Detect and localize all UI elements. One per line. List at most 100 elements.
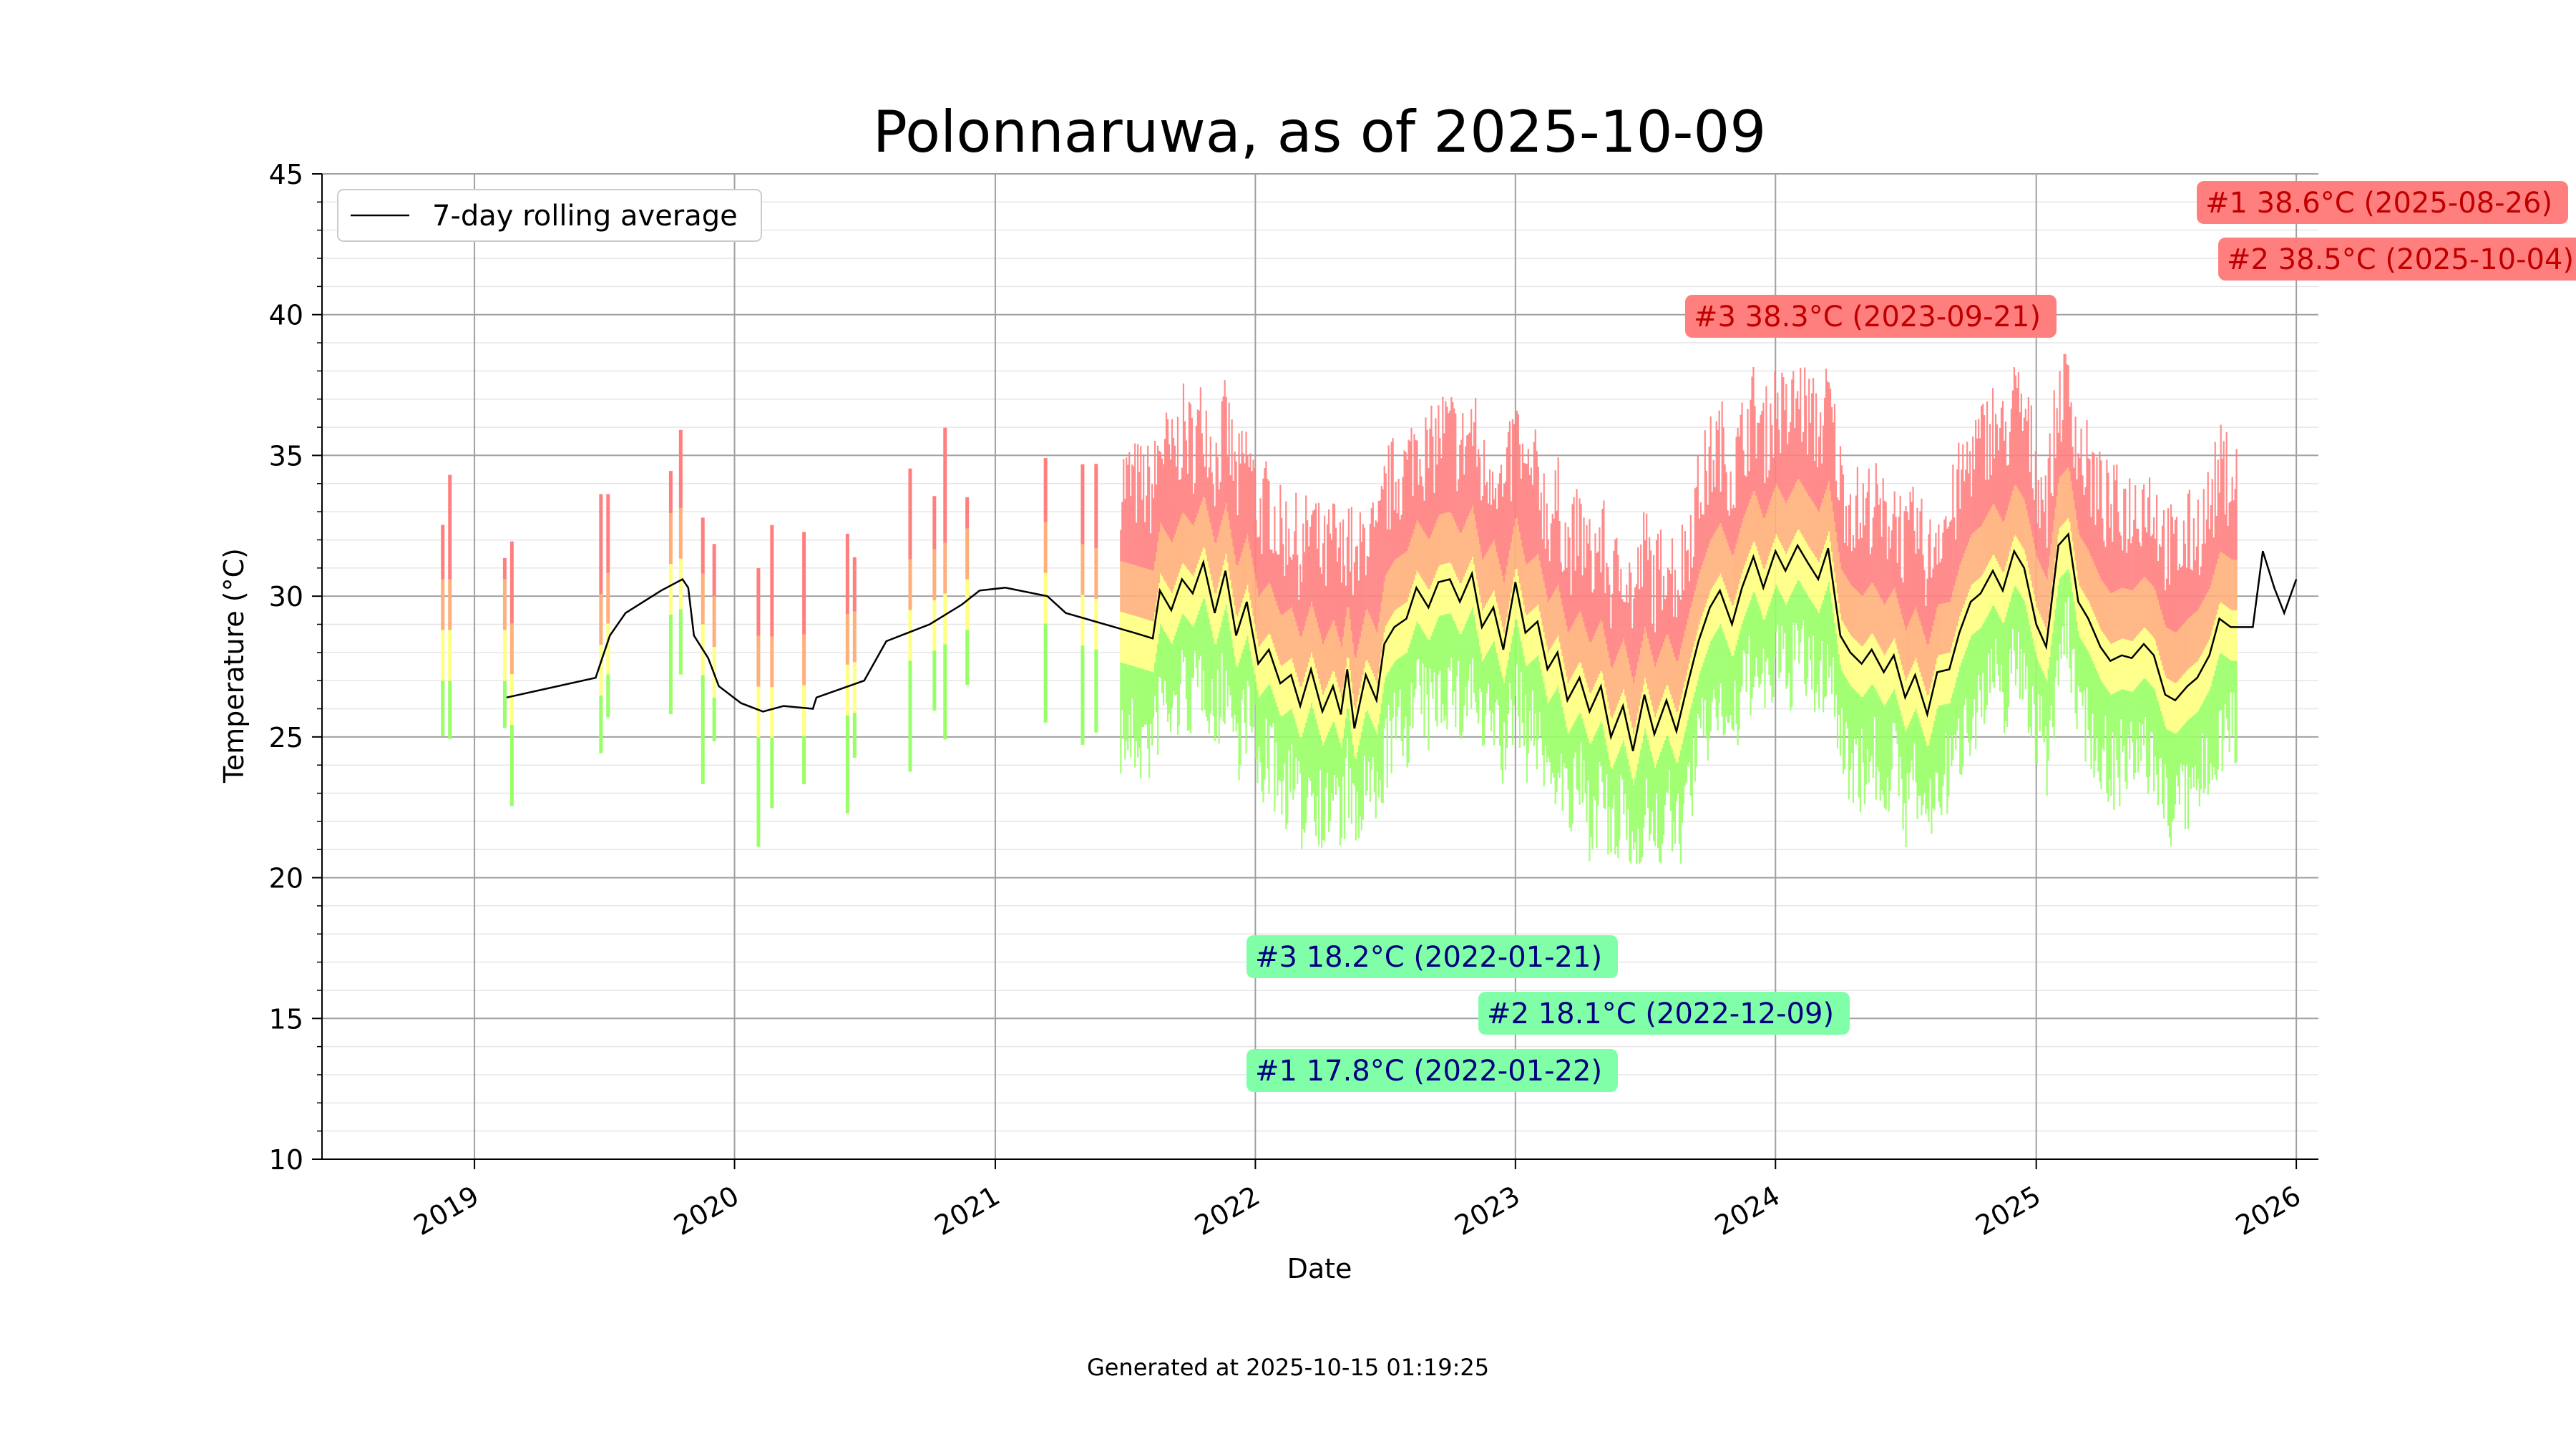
temperature-band <box>1377 673 1380 724</box>
temperature-band <box>1415 525 1417 575</box>
temperature-band <box>1945 653 1947 705</box>
temperature-band <box>1211 530 1213 581</box>
temperature-band <box>1493 540 1496 591</box>
temperature-band <box>1561 655 1563 707</box>
temperature-band <box>2054 558 2057 610</box>
temperature-band <box>1634 587 1636 677</box>
temperature-band <box>1962 557 1964 608</box>
temperature-band <box>1396 557 1398 609</box>
temperature-band <box>1661 646 1664 698</box>
temperature-band <box>1329 728 1332 821</box>
temperature-band <box>1828 582 1830 678</box>
temperature-band <box>2082 540 2084 591</box>
temperature-band <box>1571 675 1574 726</box>
temperature-band <box>1526 464 1528 565</box>
temperature-band <box>1599 527 1601 624</box>
temperature-band <box>1288 528 1290 610</box>
temperature-band <box>2097 509 2099 573</box>
temperature-band <box>1778 590 1780 678</box>
temperature-band <box>1931 733 1933 834</box>
temperature-band <box>1589 743 1591 862</box>
temperature-band <box>1399 519 1401 557</box>
temperature-band <box>908 660 912 772</box>
temperature-band <box>1699 502 1702 570</box>
temperature-band <box>1379 713 1381 781</box>
temperature-band <box>1449 411 1451 512</box>
temperature-band <box>1745 612 1747 693</box>
temperature-band <box>2168 585 2171 630</box>
temperature-band <box>1633 733 1635 785</box>
temperature-band <box>1675 763 1678 802</box>
temperature-band <box>1607 752 1609 855</box>
temperature-band <box>1584 567 1586 628</box>
temperature-band <box>1790 422 1792 494</box>
temperature-band <box>1514 569 1517 620</box>
temperature-band <box>1567 683 1569 734</box>
temperature-band <box>845 715 849 814</box>
temperature-band <box>509 725 514 806</box>
temperature-band <box>1875 463 1877 589</box>
temperature-band <box>1899 608 1901 660</box>
temperature-band <box>1211 630 1213 680</box>
temperature-band <box>1389 567 1391 619</box>
temperature-band <box>1386 530 1388 573</box>
temperature-band <box>2212 675 2215 768</box>
temperature-band <box>1631 628 1634 678</box>
temperature-band <box>1923 686 1926 737</box>
temperature-band <box>2084 595 2087 647</box>
temperature-band <box>1596 630 1598 680</box>
temperature-band <box>1798 479 1800 530</box>
temperature-band <box>1667 635 1669 686</box>
temperature-band <box>1252 459 1254 565</box>
temperature-band <box>2195 546 2197 612</box>
temperature-band <box>1423 582 1425 633</box>
temperature-band <box>1222 396 1224 515</box>
temperature-band <box>1172 589 1175 640</box>
temperature-band <box>1383 581 1385 633</box>
temperature-band <box>2006 561 2009 613</box>
temperature-band <box>2212 625 2215 676</box>
temperature-band <box>1657 760 1659 849</box>
temperature-band <box>1261 554 1263 592</box>
temperature-band <box>1426 638 1428 695</box>
temperature-band <box>1366 660 1368 711</box>
temperature-band <box>1609 759 1611 807</box>
max-record-1-text: #1 38.6°C (2025-08-26) <box>2205 187 2552 220</box>
temperature-band <box>1600 620 1602 671</box>
temperature-band <box>1740 578 1742 630</box>
temperature-band <box>1558 591 1561 643</box>
temperature-band <box>1925 605 1927 640</box>
temperature-band <box>2021 497 2024 548</box>
temperature-band <box>2200 566 2202 605</box>
temperature-band <box>1239 658 1241 765</box>
temperature-band <box>2143 484 2145 577</box>
temperature-band <box>1265 688 1267 719</box>
temperature-band <box>1561 571 1563 606</box>
temperature-band <box>1185 567 1187 618</box>
temperature-band <box>1662 693 1665 744</box>
temperature-band <box>1121 561 1123 613</box>
temperature-band <box>2233 559 2235 610</box>
temperature-band <box>1468 516 1470 567</box>
temperature-band <box>1574 570 1576 620</box>
temperature-band <box>1292 612 1294 663</box>
temperature-band <box>1921 498 1923 626</box>
temperature-band <box>1765 564 1767 615</box>
temperature-band <box>1287 565 1289 611</box>
temperature-band <box>2167 508 2170 629</box>
temperature-band <box>1974 532 1976 583</box>
temperature-band <box>2054 507 2057 559</box>
temperature-band <box>1148 569 1151 620</box>
temperature-band <box>1516 619 1518 665</box>
temperature-band <box>1682 590 1685 638</box>
temperature-band <box>1153 561 1156 613</box>
temperature-band <box>1852 688 1854 803</box>
temperature-band <box>1780 593 1782 673</box>
temperature-band <box>1626 651 1628 702</box>
temperature-band <box>1244 593 1246 645</box>
temperature-band <box>1379 612 1381 663</box>
temperature-band <box>2210 585 2212 636</box>
temperature-band <box>1926 746 1928 809</box>
temperature-band <box>2207 591 2209 643</box>
temperature-band <box>1631 727 1634 779</box>
